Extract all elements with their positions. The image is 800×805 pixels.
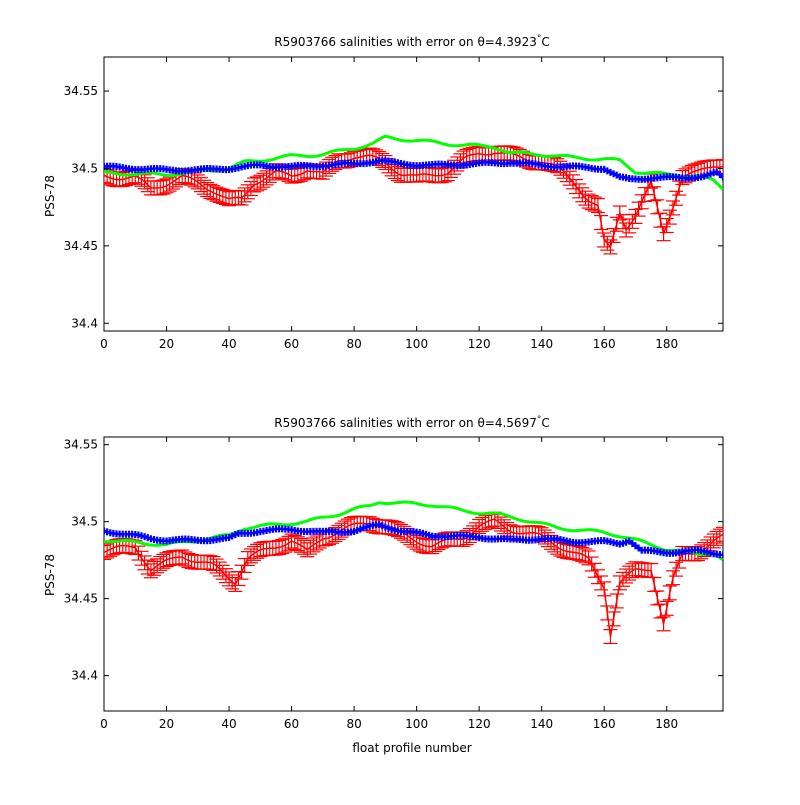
y-tick-label-top: 34.5 xyxy=(71,161,98,175)
x-tick-label-bottom: 140 xyxy=(530,717,553,731)
plot-area-bottom xyxy=(104,500,723,645)
x-tick-label-top: 140 xyxy=(530,337,553,351)
axes-box-bottom xyxy=(103,436,724,712)
blue-marker-top xyxy=(719,173,723,181)
y-tick-label-bottom: 34.55 xyxy=(64,438,98,452)
chart-title-top-unit: C xyxy=(541,35,549,49)
x-tick-label-top: 60 xyxy=(284,337,299,351)
x-tick-label-bottom: 20 xyxy=(159,717,174,731)
x-tick-label-bottom: 160 xyxy=(593,717,616,731)
chart-title-top-degree: ° xyxy=(537,34,542,44)
y-tick-label-top: 34.55 xyxy=(64,84,98,98)
x-tick-label-bottom: 120 xyxy=(468,717,491,731)
chart-title-bottom: R5903766 salinities with error on θ=4.56… xyxy=(274,415,549,430)
x-tick-label-top: 0 xyxy=(100,337,108,351)
x-tick-label-bottom: 0 xyxy=(100,717,108,731)
x-axis-label: float profile number xyxy=(352,741,471,755)
y-axis-label-bottom: PSS-78 xyxy=(43,554,57,596)
x-tick-label-top: 160 xyxy=(593,337,616,351)
y-tick-label-top: 34.4 xyxy=(71,316,98,330)
axes-box-top xyxy=(103,56,724,332)
y-tick-label-bottom: 34.4 xyxy=(71,669,98,683)
chart-title-top-main: R5903766 salinities with error on θ=4.39… xyxy=(274,35,537,49)
y-axis-label-top: PSS-78 xyxy=(43,175,57,217)
red-series-line-top xyxy=(104,152,723,249)
plot-area-top xyxy=(104,134,723,255)
x-tick-label-top: 20 xyxy=(159,337,174,351)
chart-title-bottom-unit: C xyxy=(541,416,549,430)
blue-marker-bottom xyxy=(719,551,723,559)
y-tick-label-bottom: 34.5 xyxy=(71,515,98,529)
x-tick-label-top: 120 xyxy=(468,337,491,351)
x-tick-label-top: 80 xyxy=(346,337,361,351)
chart-title-top: R5903766 salinities with error on θ=4.39… xyxy=(274,34,549,49)
y-tick-label-top: 34.45 xyxy=(64,239,98,253)
x-tick-label-bottom: 180 xyxy=(655,717,678,731)
x-tick-label-top: 180 xyxy=(655,337,678,351)
x-tick-label-top: 40 xyxy=(221,337,236,351)
chart-title-bottom-main: R5903766 salinities with error on θ=4.56… xyxy=(274,416,537,430)
x-tick-label-bottom: 40 xyxy=(221,717,236,731)
x-tick-label-bottom: 80 xyxy=(346,717,361,731)
x-tick-label-top: 100 xyxy=(405,337,428,351)
chart-title-bottom-degree: ° xyxy=(537,415,542,425)
x-tick-label-bottom: 100 xyxy=(405,717,428,731)
y-tick-label-bottom: 34.45 xyxy=(64,592,98,606)
x-tick-label-bottom: 60 xyxy=(284,717,299,731)
red-series-line-bottom xyxy=(104,518,723,637)
